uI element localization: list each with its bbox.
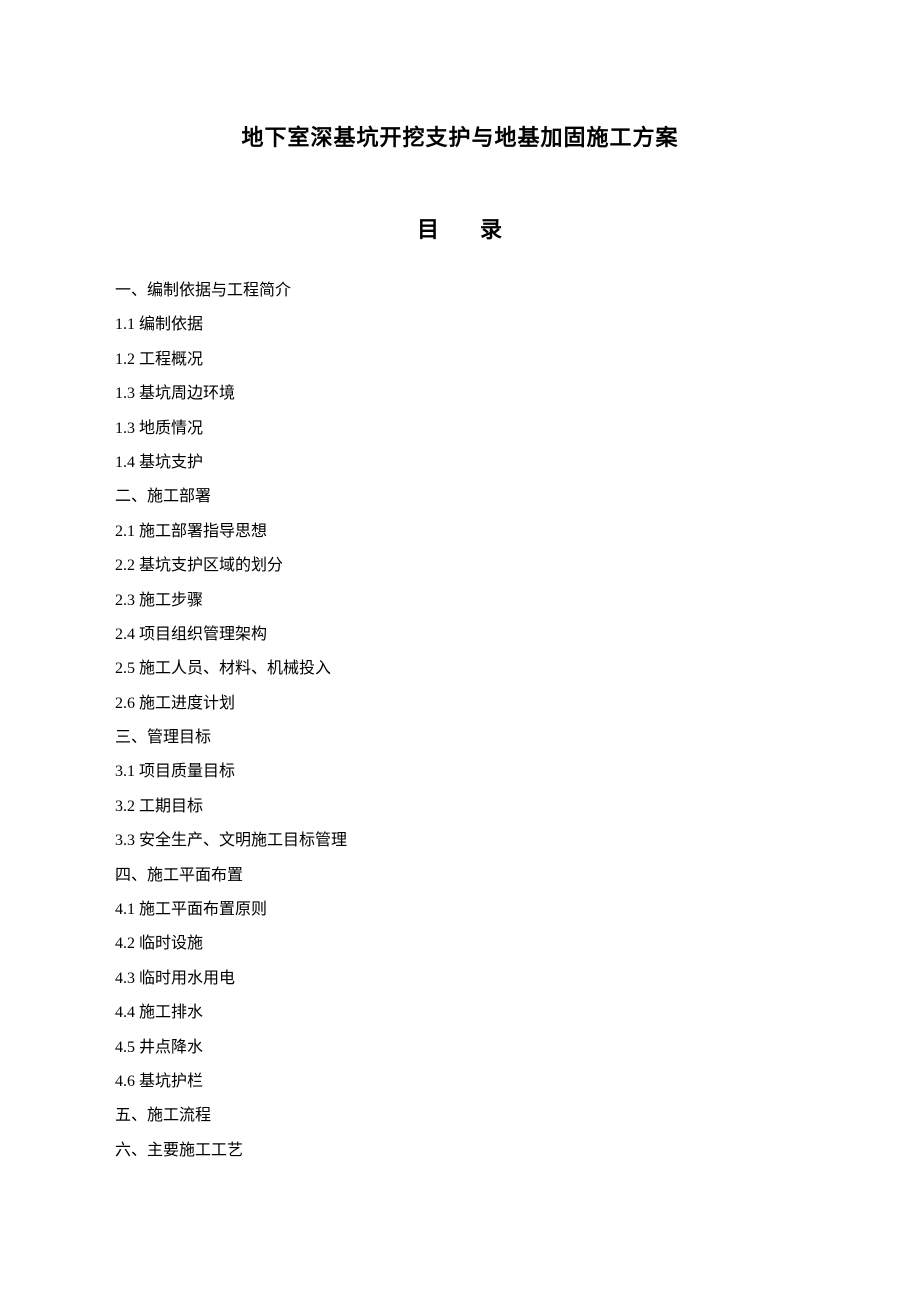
toc-item: 2.6 施工进度计划 bbox=[115, 687, 805, 721]
toc-item: 4.2 临时设施 bbox=[115, 927, 805, 961]
toc-label-left: 目 bbox=[417, 217, 440, 242]
toc-item: 1.1 编制依据 bbox=[115, 308, 805, 342]
toc-item: 四、施工平面布置 bbox=[115, 859, 805, 893]
toc-label-right: 录 bbox=[480, 217, 503, 242]
document-page: 地下室深基坑开挖支护与地基加固施工方案 目录 一、编制依据与工程简介 1.1 编… bbox=[0, 0, 920, 1228]
toc-item: 五、施工流程 bbox=[115, 1099, 805, 1133]
toc-item: 2.4 项目组织管理架构 bbox=[115, 618, 805, 652]
toc-item: 1.3 地质情况 bbox=[115, 412, 805, 446]
toc-item: 2.1 施工部署指导思想 bbox=[115, 515, 805, 549]
toc-item: 六、主要施工工艺 bbox=[115, 1134, 805, 1168]
main-title: 地下室深基坑开挖支护与地基加固施工方案 bbox=[115, 120, 805, 152]
toc-item: 3.2 工期目标 bbox=[115, 790, 805, 824]
toc-item: 2.3 施工步骤 bbox=[115, 584, 805, 618]
toc-item: 1.4 基坑支护 bbox=[115, 446, 805, 480]
toc-heading: 目录 bbox=[115, 212, 805, 244]
toc-item: 4.5 井点降水 bbox=[115, 1031, 805, 1065]
toc-item: 2.2 基坑支护区域的划分 bbox=[115, 549, 805, 583]
toc-item: 1.3 基坑周边环境 bbox=[115, 377, 805, 411]
toc-item: 4.1 施工平面布置原则 bbox=[115, 893, 805, 927]
toc-item: 3.1 项目质量目标 bbox=[115, 755, 805, 789]
toc-item: 4.4 施工排水 bbox=[115, 996, 805, 1030]
toc-item: 1.2 工程概况 bbox=[115, 343, 805, 377]
toc-item: 3.3 安全生产、文明施工目标管理 bbox=[115, 824, 805, 858]
toc-list: 一、编制依据与工程简介 1.1 编制依据 1.2 工程概况 1.3 基坑周边环境… bbox=[115, 274, 805, 1168]
toc-item: 2.5 施工人员、材料、机械投入 bbox=[115, 652, 805, 686]
toc-item: 三、管理目标 bbox=[115, 721, 805, 755]
toc-item: 4.3 临时用水用电 bbox=[115, 962, 805, 996]
toc-item: 一、编制依据与工程简介 bbox=[115, 274, 805, 308]
toc-item: 二、施工部署 bbox=[115, 480, 805, 514]
toc-item: 4.6 基坑护栏 bbox=[115, 1065, 805, 1099]
